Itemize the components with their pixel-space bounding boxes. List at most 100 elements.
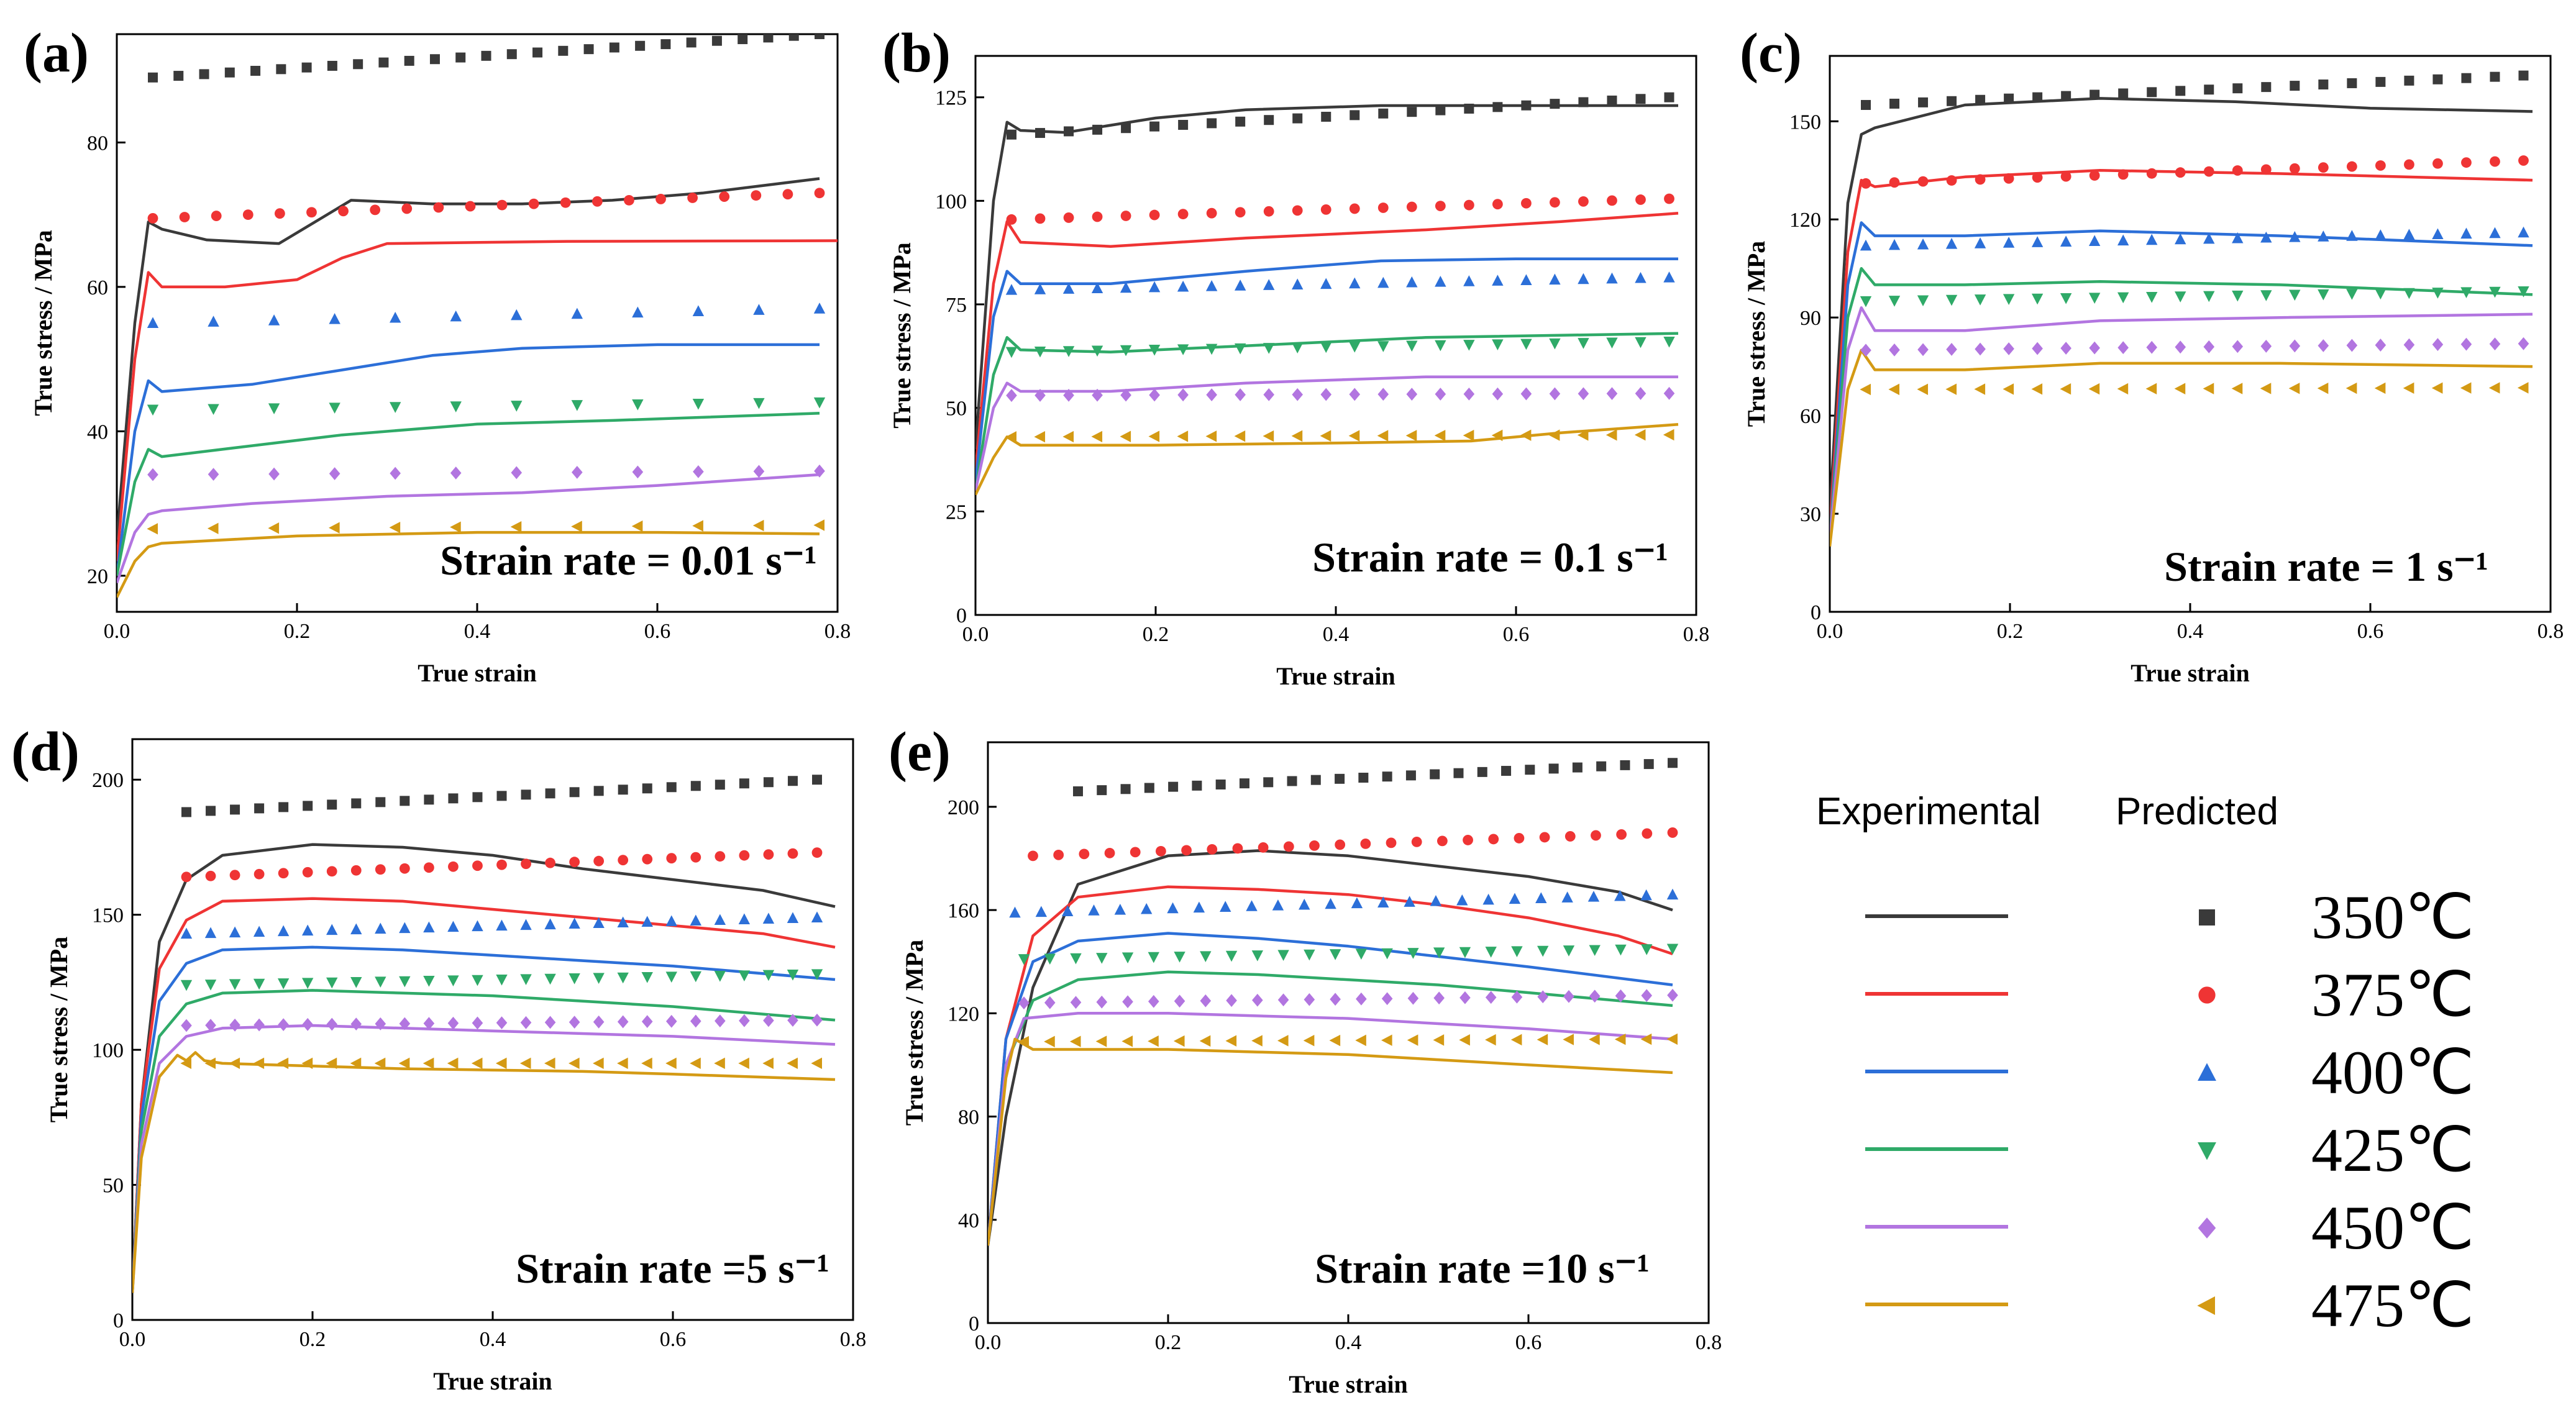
predicted-point <box>1360 838 1371 849</box>
predicted-point <box>1018 996 1030 1010</box>
predicted-point <box>208 404 219 416</box>
predicted-point <box>2232 165 2243 176</box>
legend-marker-swatch <box>2198 1063 2216 1081</box>
predicted-point <box>1492 387 1504 401</box>
y-tick-label: 90 <box>1800 307 1821 330</box>
predicted-point <box>1945 383 1957 395</box>
predicted-point <box>399 922 411 934</box>
x-tick-label: 0.8 <box>2537 620 2564 643</box>
predicted-point <box>763 34 774 43</box>
plot-area <box>132 775 836 1293</box>
experimental-line-425℃ <box>132 989 836 1293</box>
predicted-point <box>2145 383 2157 395</box>
predicted-point <box>1463 199 1474 211</box>
predicted-point <box>1578 338 1589 349</box>
predicted-point <box>329 403 340 414</box>
predicted-point <box>1407 1034 1418 1046</box>
predicted-point <box>739 850 750 861</box>
predicted-point <box>1607 195 1617 206</box>
predicted-point <box>544 1057 555 1070</box>
x-tick-label: 0.8 <box>1696 1331 1722 1354</box>
x-tick-label: 0.4 <box>464 620 491 643</box>
predicted-point <box>692 398 705 410</box>
y-tick-label: 120 <box>1789 209 1821 232</box>
strain-rate-label: Strain rate =5 s⁻¹ <box>516 1245 829 1292</box>
predicted-point <box>642 783 652 794</box>
predicted-point <box>714 971 726 982</box>
x-tick-label: 0.8 <box>1683 623 1710 646</box>
experimental-line-450℃ <box>1830 306 2533 540</box>
predicted-point <box>2088 383 2100 395</box>
predicted-point <box>617 972 629 984</box>
predicted-point <box>665 915 677 927</box>
predicted-point <box>2460 382 2472 394</box>
x-tick-label: 0.0 <box>975 1331 1002 1354</box>
predicted-point <box>1377 896 1389 907</box>
predicted-point <box>506 49 517 60</box>
predicted-point <box>2175 291 2186 302</box>
predicted-point <box>763 777 774 788</box>
predicted-point <box>1666 888 1679 900</box>
predicted-point <box>1435 388 1446 401</box>
predicted-point <box>738 34 748 45</box>
predicted-point <box>1148 994 1159 1008</box>
predicted-point <box>1492 275 1504 286</box>
predicted-point <box>593 855 605 866</box>
predicted-point <box>1034 346 1046 358</box>
predicted-point <box>375 922 386 934</box>
predicted-series-350℃ <box>148 34 824 83</box>
experimental-line-350℃ <box>132 843 836 1293</box>
x-tick-label: 0.0 <box>119 1328 146 1351</box>
predicted-point <box>1578 387 1589 401</box>
predicted-point <box>1501 766 1512 776</box>
predicted-point <box>1320 430 1331 442</box>
predicted-point <box>593 1015 605 1029</box>
predicted-point <box>1168 781 1179 792</box>
predicted-point <box>811 969 823 980</box>
y-tick-label: 160 <box>948 899 979 922</box>
predicted-point <box>205 870 216 881</box>
predicted-point <box>326 1017 338 1031</box>
predicted-point <box>2088 235 2101 247</box>
predicted-point <box>329 313 340 324</box>
strain-rate-label: Strain rate = 1 s⁻¹ <box>2164 543 2488 590</box>
predicted-point <box>450 401 462 412</box>
predicted-point <box>1251 1035 1263 1047</box>
predicted-point <box>329 522 340 534</box>
predicted-point <box>2403 382 2414 394</box>
predicted-point <box>569 787 580 798</box>
predicted-point <box>560 197 571 208</box>
predicted-point <box>1917 176 1929 187</box>
experimental-line-475℃ <box>988 1037 1673 1246</box>
predicted-point <box>1572 762 1583 773</box>
predicted-point <box>1377 202 1389 213</box>
predicted-point <box>1664 92 1674 102</box>
predicted-point <box>1121 1035 1133 1047</box>
predicted-series-475℃ <box>1860 382 2529 396</box>
chart-panel-d: 0.0 0.2 0.4 0.6 0.8 0 50 100 150 200 True strain Tr… <box>11 721 866 1395</box>
predicted-point <box>1406 340 1418 352</box>
predicted-point <box>1640 1033 1652 1045</box>
predicted-point <box>2146 234 2158 245</box>
predicted-point <box>471 1057 483 1070</box>
predicted-point <box>1577 429 1589 441</box>
experimental-line-350℃ <box>975 104 1678 450</box>
predicted-point <box>276 64 286 75</box>
predicted-point <box>787 776 798 786</box>
predicted-point <box>511 401 523 412</box>
predicted-point <box>1578 196 1589 207</box>
predicted-series-350℃ <box>1073 758 1678 796</box>
predicted-point <box>1917 343 1929 357</box>
predicted-point <box>715 780 725 790</box>
predicted-point <box>1974 237 1986 248</box>
predicted-point <box>278 802 289 812</box>
predicted-point <box>1634 429 1646 441</box>
predicted-point <box>229 1018 240 1032</box>
predicted-point <box>1664 193 1674 204</box>
predicted-point <box>1491 429 1503 442</box>
predicted-point <box>2518 226 2529 238</box>
predicted-point <box>1663 429 1674 441</box>
predicted-point <box>719 191 730 202</box>
predicted-point <box>1292 205 1303 216</box>
predicted-point <box>1463 340 1475 351</box>
